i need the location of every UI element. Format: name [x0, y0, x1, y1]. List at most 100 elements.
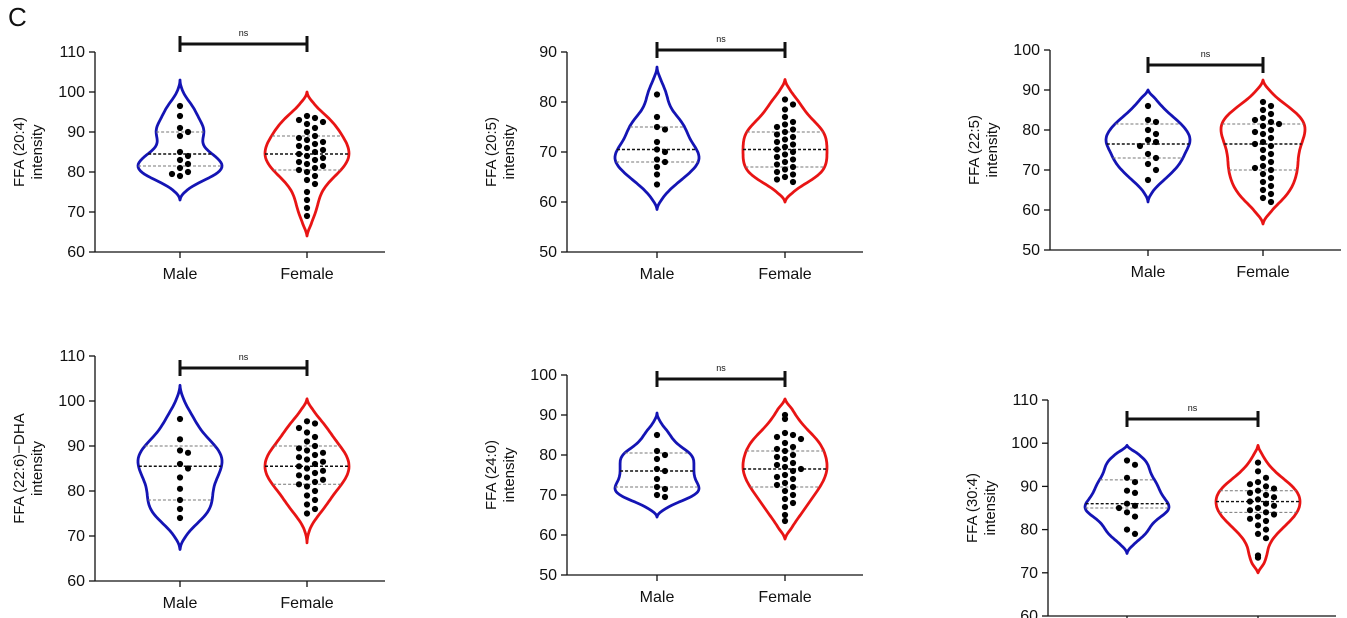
y-axis-label: FFA (20:4) intensity	[11, 117, 46, 187]
y-axis-label-line1: FFA (24:0)	[483, 440, 500, 510]
male-data-point	[176, 496, 184, 504]
female-data-point	[1259, 122, 1267, 130]
female-data-point	[1262, 517, 1270, 525]
female-data-point	[1246, 515, 1254, 522]
female-data-point	[1267, 102, 1275, 110]
female-data-point	[1267, 158, 1275, 166]
male-data-point	[176, 436, 184, 443]
violin-chart-ffa-22-6-dha: 60 70 80 90 100 110 Male Female FFA (22:6)−DHA in…	[11, 348, 385, 612]
female-data-point	[1270, 502, 1278, 509]
male-violin-outline	[613, 65, 701, 211]
female-data-point	[319, 458, 327, 465]
female-data-point	[1267, 110, 1275, 118]
male-data-point	[661, 467, 669, 475]
female-data-point	[789, 467, 797, 475]
female-data-point	[311, 148, 319, 156]
y-tick-label: 110	[59, 44, 85, 61]
male-violin-outline	[136, 78, 224, 202]
female-data-point	[789, 443, 797, 451]
male-data-point	[184, 168, 192, 176]
female-data-point	[1259, 114, 1267, 122]
male-data-point	[1123, 487, 1131, 494]
panel-letter: C	[8, 2, 27, 32]
female-data-point	[1262, 535, 1270, 542]
female-data-point	[781, 166, 789, 173]
y-tick-label: 50	[1022, 242, 1040, 259]
female-data-point	[319, 154, 327, 162]
male-data-point	[1136, 142, 1144, 150]
female-data-point	[781, 106, 789, 113]
female-data-point	[303, 501, 311, 508]
male-data-point	[653, 475, 661, 483]
female-data-point	[311, 496, 319, 504]
female-data-point	[1262, 474, 1270, 481]
y-axis-label-line2: intensity	[29, 124, 46, 180]
male-data-point	[1144, 116, 1152, 124]
male-data-point	[653, 491, 661, 499]
female-data-point	[311, 505, 319, 513]
female-data-point	[789, 156, 797, 163]
female-data-point	[773, 445, 781, 453]
y-tick-label: 110	[59, 348, 85, 365]
female-data-point	[311, 420, 319, 427]
female-data-point	[311, 114, 319, 122]
y-tick-label: 90	[1020, 478, 1038, 495]
female-data-point	[311, 487, 319, 495]
female-data-point	[789, 483, 797, 491]
male-data-point	[184, 128, 192, 136]
male-data-point	[176, 460, 184, 468]
female-data-point	[1259, 194, 1267, 202]
y-axis-label-line2: intensity	[982, 480, 999, 536]
female-data-point	[789, 459, 797, 467]
female-data-point	[295, 481, 303, 488]
male-data-point	[653, 113, 661, 121]
female-data-point	[781, 487, 789, 495]
female-data-point	[311, 433, 319, 441]
female-data-point	[319, 467, 327, 474]
y-tick-label: 100	[1013, 42, 1040, 59]
male-data-point	[1144, 176, 1152, 184]
female-data-point	[781, 158, 789, 166]
female-data-point	[1254, 522, 1262, 529]
y-tick-label: 50	[539, 567, 557, 584]
female-data-point	[781, 455, 789, 463]
female-data-point	[773, 138, 781, 146]
female-data-point	[295, 158, 303, 166]
female-data-point	[781, 113, 789, 121]
y-tick-label: 100	[530, 367, 557, 384]
y-tick-label: 90	[539, 407, 557, 424]
female-data-point	[303, 204, 311, 212]
y-tick-label: 80	[539, 447, 557, 464]
female-data-point	[1267, 182, 1275, 190]
female-data-point	[1254, 468, 1262, 475]
male-data-point	[1144, 126, 1152, 134]
female-data-point	[1267, 166, 1275, 174]
female-data-point	[295, 463, 303, 470]
female-data-point	[1246, 498, 1254, 505]
male-data-point	[184, 465, 192, 472]
male-data-point	[176, 156, 184, 164]
female-data-point	[303, 112, 311, 120]
female-data-point	[311, 140, 319, 148]
female-data-point	[1267, 190, 1275, 198]
x-category-label: Male	[1131, 264, 1166, 281]
female-data-point	[311, 164, 319, 172]
female-data-point	[781, 173, 789, 181]
female-data-point	[319, 449, 327, 456]
female-data-point	[789, 171, 797, 178]
male-data-point	[1131, 502, 1139, 509]
male-data-point	[653, 138, 661, 146]
y-tick-label: 90	[539, 44, 557, 61]
female-data-point	[781, 121, 789, 128]
significance-label: ns	[239, 352, 249, 362]
male-data-point	[661, 158, 669, 166]
female-data-point	[295, 472, 303, 479]
y-tick-label: 70	[539, 144, 557, 161]
female-data-point	[311, 478, 319, 486]
female-data-point	[789, 475, 797, 483]
female-data-point	[1254, 504, 1262, 512]
significance-label: ns	[1188, 403, 1198, 413]
female-data-point	[303, 212, 311, 220]
female-data-point	[773, 131, 781, 138]
male-data-point	[176, 112, 184, 120]
